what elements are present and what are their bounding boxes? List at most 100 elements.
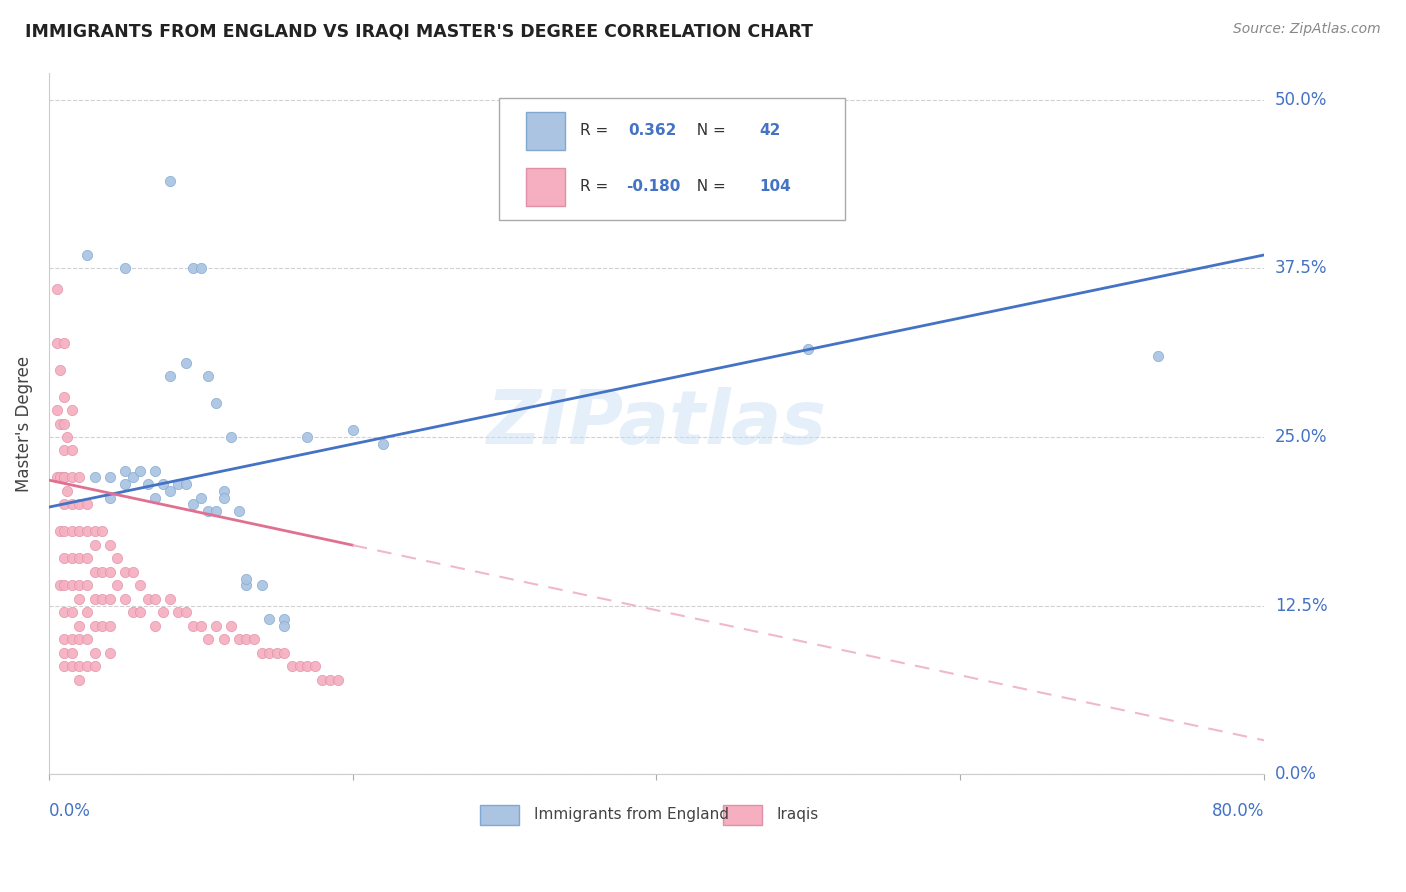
Point: [152, 605, 174, 619]
Point: [76, 578, 98, 592]
Text: ZIPatlas: ZIPatlas: [486, 387, 827, 460]
Point: [53, 578, 76, 592]
Point: [53, 443, 76, 458]
Point: [67, 659, 90, 673]
Point: [91, 524, 114, 539]
Point: [273, 618, 295, 632]
Point: [121, 565, 143, 579]
Point: [212, 491, 235, 505]
Point: [114, 477, 136, 491]
Point: [319, 673, 342, 687]
Point: [91, 565, 114, 579]
Point: [60, 646, 83, 660]
Point: [53, 605, 76, 619]
Point: [143, 491, 166, 505]
Point: [60, 470, 83, 484]
Point: [48, 362, 70, 376]
Point: [45, 403, 67, 417]
Text: N =: N =: [688, 123, 731, 138]
Point: [129, 605, 152, 619]
Point: [76, 524, 98, 539]
Point: [174, 356, 197, 370]
Point: [83, 565, 105, 579]
Point: [53, 497, 76, 511]
Point: [288, 659, 311, 673]
Point: [212, 632, 235, 647]
Point: [136, 591, 159, 606]
Point: [60, 605, 83, 619]
Point: [174, 605, 197, 619]
Text: R =: R =: [579, 179, 613, 194]
Point: [250, 646, 273, 660]
Point: [67, 632, 90, 647]
Point: [326, 673, 349, 687]
Point: [53, 551, 76, 566]
Text: 25.0%: 25.0%: [1275, 428, 1327, 446]
Point: [197, 369, 219, 384]
Point: [281, 659, 304, 673]
Point: [190, 618, 212, 632]
Text: 0.0%: 0.0%: [1275, 765, 1317, 783]
Point: [67, 618, 90, 632]
Point: [83, 591, 105, 606]
Point: [56, 430, 79, 444]
Point: [83, 524, 105, 539]
Point: [121, 470, 143, 484]
Point: [83, 470, 105, 484]
Point: [295, 659, 318, 673]
Point: [235, 578, 257, 592]
Point: [105, 551, 128, 566]
Point: [181, 261, 204, 276]
Point: [60, 659, 83, 673]
Point: [83, 646, 105, 660]
Point: [129, 464, 152, 478]
Point: [181, 497, 204, 511]
Point: [67, 470, 90, 484]
Point: [48, 417, 70, 431]
Point: [98, 646, 121, 660]
Point: [60, 524, 83, 539]
Point: [60, 497, 83, 511]
Point: [228, 504, 250, 518]
Point: [212, 483, 235, 498]
Point: [342, 423, 364, 437]
Text: 80.0%: 80.0%: [1212, 802, 1264, 820]
Point: [53, 470, 76, 484]
Text: 0.362: 0.362: [628, 123, 676, 138]
Text: IMMIGRANTS FROM ENGLAND VS IRAQI MASTER'S DEGREE CORRELATION CHART: IMMIGRANTS FROM ENGLAND VS IRAQI MASTER'…: [25, 22, 813, 40]
Point: [205, 504, 228, 518]
Point: [53, 659, 76, 673]
Point: [60, 632, 83, 647]
Point: [76, 659, 98, 673]
Point: [91, 591, 114, 606]
Point: [235, 572, 257, 586]
Point: [371, 436, 394, 450]
Point: [60, 403, 83, 417]
Point: [48, 524, 70, 539]
Point: [250, 578, 273, 592]
Point: [167, 477, 190, 491]
Point: [67, 551, 90, 566]
Point: [45, 282, 67, 296]
Point: [219, 618, 242, 632]
Point: [53, 470, 76, 484]
Point: [273, 646, 295, 660]
Point: [53, 632, 76, 647]
Point: [257, 612, 280, 626]
Point: [53, 390, 76, 404]
Point: [67, 497, 90, 511]
Point: [67, 578, 90, 592]
Text: 37.5%: 37.5%: [1275, 260, 1327, 277]
Point: [67, 524, 90, 539]
Point: [174, 477, 197, 491]
Point: [53, 417, 76, 431]
Point: [53, 646, 76, 660]
Point: [235, 632, 257, 647]
Point: [304, 659, 326, 673]
Point: [98, 565, 121, 579]
Point: [143, 591, 166, 606]
Text: R =: R =: [579, 123, 613, 138]
Point: [67, 673, 90, 687]
Point: [205, 396, 228, 410]
Point: [190, 491, 212, 505]
